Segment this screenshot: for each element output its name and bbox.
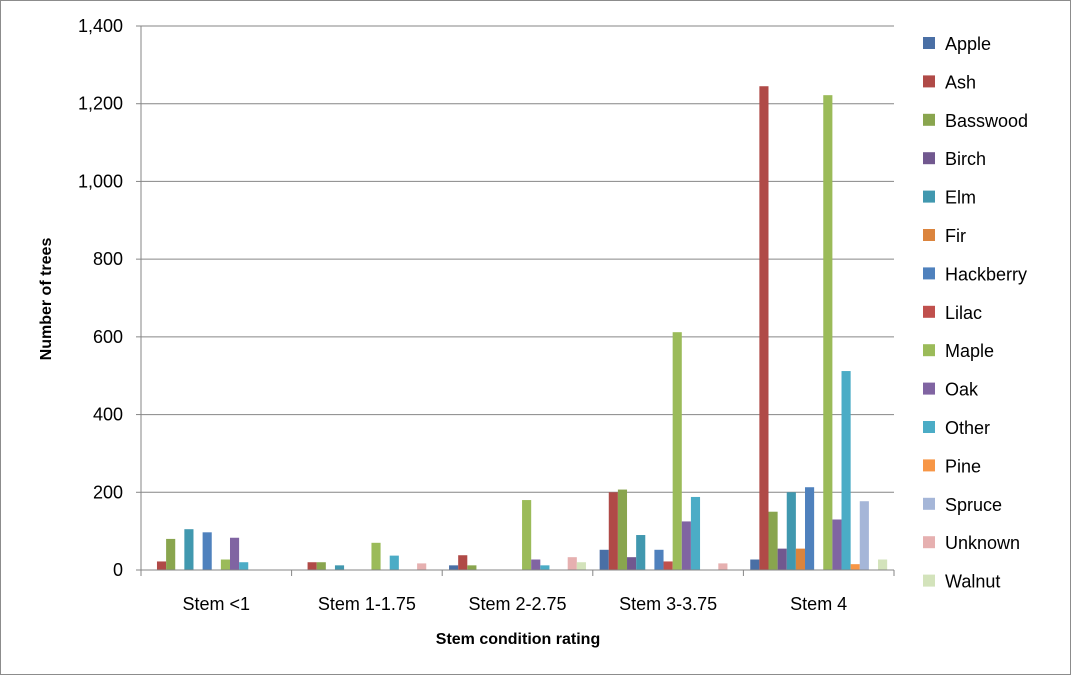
x-tick-label: Stem 3-3.75: [619, 594, 717, 614]
legend-label: Spruce: [945, 495, 1002, 515]
bar-basswood-0: [166, 538, 176, 570]
bar-ash-0: [156, 561, 167, 570]
bar-basswood-1: [316, 562, 326, 570]
legend-label: Walnut: [945, 572, 1000, 592]
bar-birch-4: [777, 548, 787, 570]
x-tick-label: Stem 1-1.75: [318, 594, 416, 614]
legend-label: Basswood: [945, 111, 1028, 131]
bar-basswood-3: [617, 489, 628, 570]
bar-unknown-1: [417, 563, 427, 570]
bar-unknown-2: [567, 557, 577, 570]
legend-label: Fir: [945, 226, 966, 246]
y-tick-label: 1,000: [78, 171, 123, 191]
x-axis-ticks: Stem <1 Stem 1-1.75 Stem 2-2.75 Stem 3-3.75…: [140, 570, 895, 614]
legend-label: Apple: [945, 34, 991, 54]
legend-swatch: [923, 267, 935, 280]
x-tick-label: Stem 2-2.75: [468, 594, 566, 614]
bar-lilac-3: [663, 561, 673, 570]
bar-basswood-2: [467, 565, 477, 570]
legend-swatch: [923, 344, 935, 357]
legend-swatch: [923, 75, 935, 88]
bar-other-3: [690, 496, 701, 570]
bar-apple-3: [599, 549, 609, 570]
x-axis-title: Stem condition rating: [436, 631, 600, 648]
bar-ash-4: [759, 86, 769, 570]
bar-maple-3: [672, 332, 682, 570]
bar-walnut-2: [576, 562, 586, 570]
axes: [140, 26, 894, 571]
bar-hackberry-4: [805, 487, 815, 570]
legend-swatch: [923, 37, 935, 49]
bar-elm-4: [786, 492, 796, 570]
legend-swatch: [923, 305, 935, 318]
legend-label: Lilac: [945, 303, 982, 323]
bar-walnut-4: [878, 559, 888, 570]
y-tick-label: 0: [113, 560, 123, 580]
legend-label: Ash: [945, 72, 976, 92]
legend-label: Hackberry: [945, 264, 1027, 284]
bar-maple-0: [220, 559, 230, 570]
legend-label: Maple: [945, 341, 994, 361]
bar-spruce-4: [859, 501, 869, 570]
legend-label: Pine: [945, 456, 981, 476]
y-axis-title: Number of trees: [38, 238, 55, 361]
bar-hackberry-3: [654, 549, 664, 570]
bar-oak-2: [531, 559, 541, 570]
legend-swatch: [923, 229, 935, 241]
legend-label: Oak: [945, 380, 979, 400]
legend-swatch: [923, 152, 935, 165]
legend: Apple Ash Basswood Birch Elm Fir Hackberry Lila…: [923, 34, 1028, 592]
legend-label: Other: [945, 418, 990, 438]
bar-ash-2: [458, 555, 468, 570]
legend-label: Birch: [945, 149, 986, 169]
legend-swatch: [923, 382, 935, 395]
legend-label: Elm: [945, 188, 976, 208]
bar-basswood-4: [768, 511, 778, 570]
legend-swatch: [923, 190, 935, 203]
x-tick-label: Stem 4: [790, 594, 847, 614]
bar-elm-3: [636, 535, 646, 570]
legend-swatch: [923, 421, 935, 433]
bar-other-1: [389, 555, 399, 570]
y-tick-label: 800: [93, 249, 123, 269]
bars: [156, 86, 888, 571]
legend-swatch: [923, 536, 935, 549]
bar-oak-3: [681, 521, 691, 570]
y-axis-ticks: 0 200 400 600 800 1,000 1,200 1,400: [78, 16, 141, 580]
bar-apple-2: [449, 565, 459, 570]
bar-ash-1: [307, 562, 317, 570]
legend-swatch: [923, 574, 935, 587]
bar-maple-1: [371, 542, 381, 570]
bar-maple-4: [823, 95, 833, 571]
bar-unknown-3: [718, 563, 728, 570]
bar-apple-4: [750, 559, 760, 570]
bar-hackberry-0: [202, 532, 212, 570]
legend-swatch: [923, 459, 935, 472]
y-tick-label: 1,400: [78, 16, 123, 36]
bar-maple-2: [522, 500, 532, 570]
bar-other-2: [540, 565, 550, 570]
legend-label: Unknown: [945, 533, 1020, 553]
legend-swatch: [923, 113, 935, 126]
bar-elm-1: [334, 565, 345, 570]
bar-pine-4: [850, 564, 860, 570]
y-tick-label: 200: [93, 482, 123, 502]
y-tick-label: 400: [93, 405, 123, 425]
bar-fir-4: [795, 548, 806, 570]
y-tick-label: 1,200: [78, 94, 123, 114]
bar-birch-3: [627, 557, 637, 570]
bar-oak-4: [832, 519, 842, 570]
gridlines: [141, 25, 894, 493]
legend-swatch: [923, 497, 935, 510]
bar-oak-0: [229, 537, 240, 570]
bar-elm-0: [184, 529, 194, 570]
bar-ash-3: [608, 492, 618, 570]
y-tick-label: 600: [93, 327, 123, 347]
bar-other-0: [239, 562, 249, 570]
x-tick-label: Stem <1: [183, 594, 251, 614]
bar-other-4: [841, 371, 851, 570]
